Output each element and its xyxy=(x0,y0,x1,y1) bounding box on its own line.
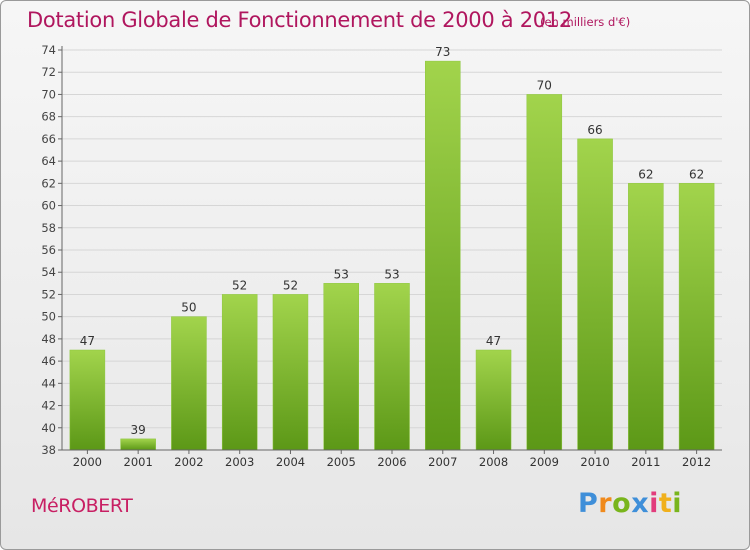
bar-2001 xyxy=(120,438,156,451)
bar-2011 xyxy=(628,183,664,451)
bar-2003 xyxy=(221,294,258,451)
y-tick-label: 46 xyxy=(41,354,56,368)
bar-2012 xyxy=(678,183,715,451)
proxiti-logo: Proxiti xyxy=(578,488,683,519)
y-tick-label: 70 xyxy=(41,87,56,101)
bar-2004 xyxy=(272,294,309,451)
y-tick-label: 38 xyxy=(41,443,56,457)
value-label: 66 xyxy=(587,123,602,137)
x-tick-label: 2006 xyxy=(377,455,406,469)
bar-2010 xyxy=(577,138,613,451)
value-label: 52 xyxy=(232,278,247,292)
x-tick-label: 2004 xyxy=(276,455,305,469)
x-tick-label: 2003 xyxy=(225,455,254,469)
x-tick-label: 2007 xyxy=(428,455,457,469)
y-tick-label: 56 xyxy=(41,243,56,257)
value-label: 73 xyxy=(435,45,450,59)
bar-2009 xyxy=(526,94,563,451)
y-tick-label: 72 xyxy=(41,65,56,79)
value-label: 47 xyxy=(486,334,501,348)
y-tick-label: 68 xyxy=(41,110,56,124)
y-tick-label: 60 xyxy=(41,199,56,213)
chart-subtitle: (en milliers d'€) xyxy=(540,15,631,29)
bar-2000 xyxy=(69,349,106,451)
x-tick-label: 2000 xyxy=(73,455,102,469)
value-label: 53 xyxy=(384,267,399,281)
y-tick-label: 66 xyxy=(41,132,56,146)
y-tick-label: 42 xyxy=(41,399,56,413)
value-label: 47 xyxy=(80,334,95,348)
bar-2007 xyxy=(425,60,461,451)
bar-2005 xyxy=(323,283,359,451)
value-label: 53 xyxy=(334,267,349,281)
bar-2002 xyxy=(171,316,207,451)
y-tick-label: 54 xyxy=(41,265,56,279)
x-tick-label: 2011 xyxy=(631,455,660,469)
value-label: 62 xyxy=(689,167,704,181)
x-tick-label: 2009 xyxy=(530,455,559,469)
y-tick-label: 50 xyxy=(41,310,56,324)
commune-name: MéROBERT xyxy=(31,495,133,517)
y-tick-label: 58 xyxy=(41,221,56,235)
y-tick-label: 64 xyxy=(41,154,56,168)
axes: 38 40 42 44 46 48 50 52 54 56 58 60 62 64 66 68 70 72 74 20… xyxy=(41,43,722,469)
data-labels: 47 39 50 52 52 53 53 73 47 70 66 62 62 xyxy=(80,45,705,437)
value-label: 62 xyxy=(638,167,653,181)
y-tick-label: 74 xyxy=(41,43,56,57)
value-label: 52 xyxy=(283,278,298,292)
value-label: 70 xyxy=(537,78,552,92)
y-tick-label: 40 xyxy=(41,421,56,435)
y-tick-label: 52 xyxy=(41,287,56,301)
x-tick-label: 2010 xyxy=(580,455,609,469)
y-tick-label: 62 xyxy=(41,176,56,190)
chart-title: Dotation Globale de Fonctionnement de 20… xyxy=(27,8,572,32)
x-tick-label: 2012 xyxy=(682,455,711,469)
bar-2006 xyxy=(374,283,410,451)
x-tick-label: 2008 xyxy=(479,455,508,469)
x-tick-label: 2005 xyxy=(327,455,356,469)
bars xyxy=(69,60,715,451)
y-tick-label: 48 xyxy=(41,332,56,346)
y-tick-label: 44 xyxy=(41,376,56,390)
bar-2008 xyxy=(475,349,512,451)
x-tick-label: 2001 xyxy=(124,455,153,469)
value-label: 50 xyxy=(181,301,196,315)
x-tick-label: 2002 xyxy=(174,455,203,469)
value-label: 39 xyxy=(131,423,146,437)
